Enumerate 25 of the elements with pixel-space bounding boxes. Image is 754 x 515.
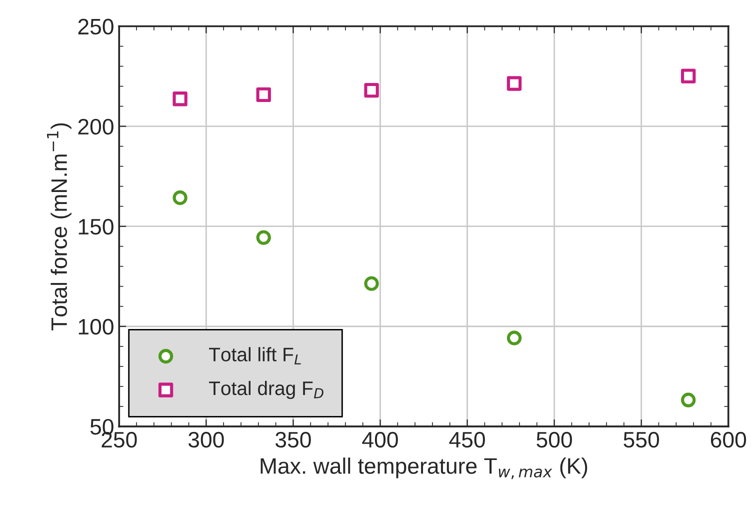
y-tick-label: 250	[78, 18, 114, 35]
legend-label: Total lift F$_{L}$	[209, 347, 301, 364]
x-tick-label: 550	[624, 432, 659, 448]
point	[364, 276, 379, 291]
point	[256, 87, 271, 102]
y-axis-title: Total force (mN.m$^{−1}$)	[46, 123, 72, 330]
point	[680, 392, 696, 408]
y-tick-label: 100	[78, 318, 114, 335]
point	[506, 330, 522, 346]
x-tick-label: 400	[362, 432, 398, 448]
legend-label: Total drag F$_{D}$	[209, 380, 324, 400]
point	[506, 76, 522, 91]
x-axis-title: Max. wall temperature T$_{w,max}$ (K)	[260, 458, 588, 480]
y-tick-label: 200	[78, 118, 114, 135]
point	[172, 92, 188, 106]
x-tick-label: 500	[536, 432, 572, 448]
point	[364, 82, 379, 98]
x-tick-label: 600	[710, 432, 746, 448]
x-tick-label: 450	[449, 432, 485, 448]
point	[172, 190, 188, 206]
y-tick-label: 150	[78, 218, 114, 235]
point	[256, 230, 271, 245]
point	[680, 68, 696, 84]
x-tick-label: 350	[276, 432, 311, 448]
x-tick-label: 300	[188, 432, 224, 448]
